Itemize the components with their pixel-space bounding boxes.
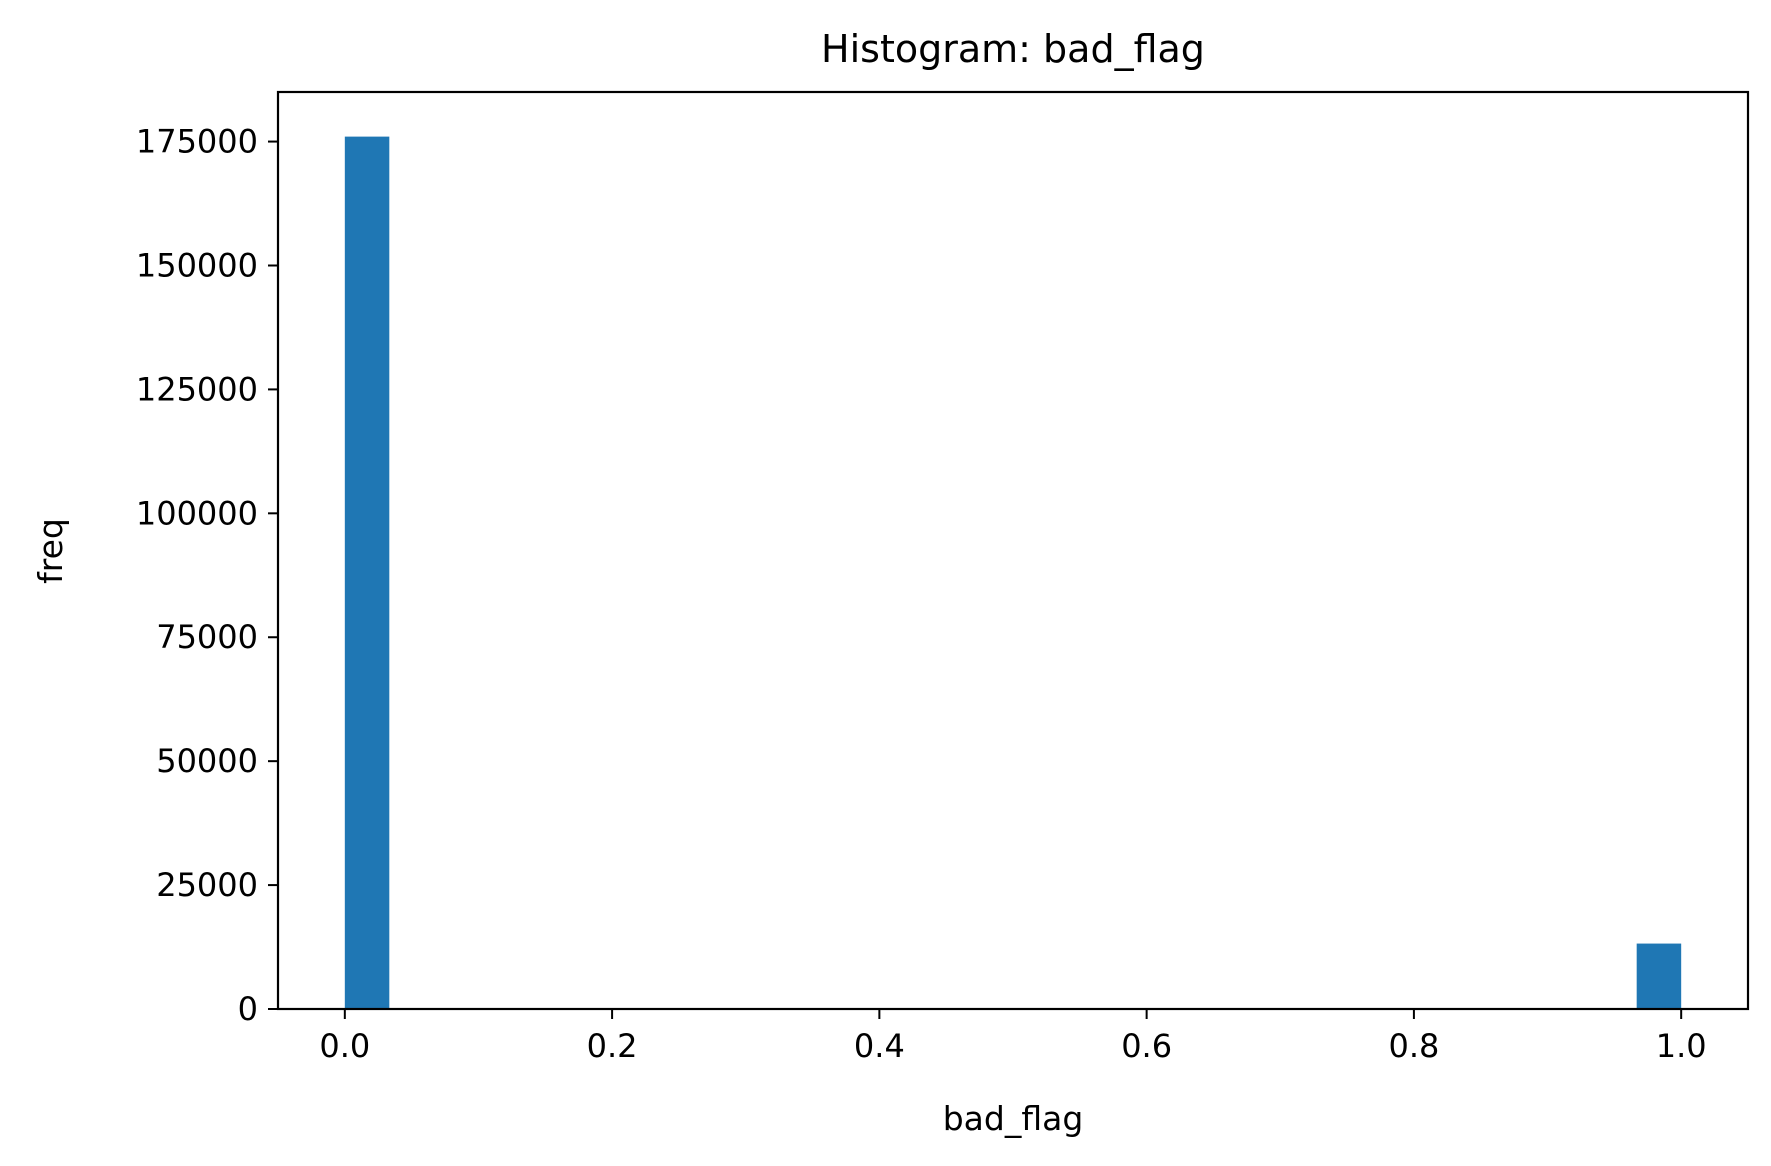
bars-group bbox=[344, 136, 1682, 1009]
plot-frame bbox=[276, 90, 1750, 1011]
y-tick-label: 25000 bbox=[156, 866, 258, 904]
histogram-bar-0 bbox=[344, 136, 390, 1009]
y-tick-label: 0 bbox=[238, 990, 258, 1028]
x-axis-title: bad_flag bbox=[943, 1099, 1084, 1138]
x-tick-label: 1.0 bbox=[1656, 1027, 1707, 1065]
x-tick-label: 0.2 bbox=[587, 1027, 638, 1065]
y-axis-title: freq bbox=[31, 518, 70, 584]
histogram-bar-1 bbox=[1636, 943, 1682, 1009]
x-axis: 0.0 0.2 0.4 0.6 0.8 1.0 bbox=[319, 1009, 1707, 1065]
y-tick-label: 150000 bbox=[136, 246, 258, 284]
y-axis: 0 25000 50000 75000 100000 125000 150000 175000 bbox=[136, 123, 278, 1028]
y-tick-label: 100000 bbox=[136, 494, 258, 532]
x-tick-label: 0.0 bbox=[319, 1027, 370, 1065]
x-tick-label: 0.8 bbox=[1388, 1027, 1439, 1065]
y-tick-label: 75000 bbox=[156, 618, 258, 656]
x-tick-label: 0.6 bbox=[1121, 1027, 1172, 1065]
y-tick-label: 175000 bbox=[136, 123, 258, 161]
y-tick-label: 125000 bbox=[136, 370, 258, 408]
chart-title: Histogram: bad_flag bbox=[821, 27, 1205, 71]
y-tick-label: 50000 bbox=[156, 742, 258, 780]
x-tick-label: 0.4 bbox=[854, 1027, 905, 1065]
